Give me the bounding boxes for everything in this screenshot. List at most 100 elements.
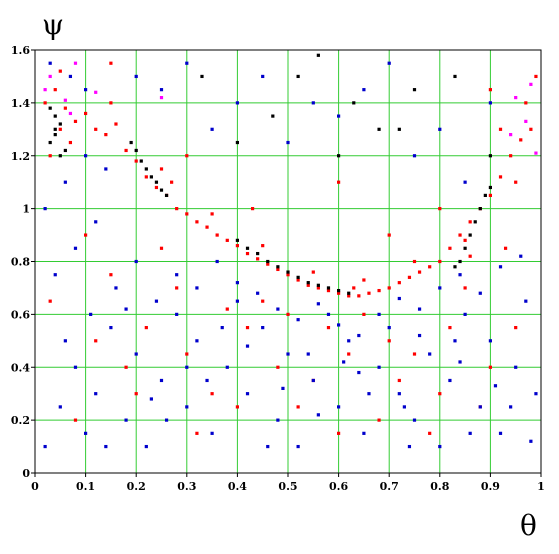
data-point [387,339,391,343]
data-point [48,154,52,158]
data-point [68,140,73,145]
data-point [514,180,518,184]
data-point [225,307,229,311]
data-point [159,88,164,92]
data-point [68,74,73,79]
data-point [109,273,113,277]
series-0 [43,61,538,435]
data-point [139,159,143,163]
data-point [94,127,98,131]
x-tick-label: 1 [537,480,545,493]
data-point [73,418,78,422]
data-point [276,365,280,369]
data-point [306,283,310,287]
data-point [114,122,118,126]
data-point [159,167,164,171]
data-point [53,88,57,92]
data-point [377,288,381,293]
data-point [478,291,482,295]
data-point [84,88,88,92]
data-point [534,392,538,396]
data-point [296,278,300,282]
data-point [387,233,391,237]
data-point [185,405,189,409]
data-point [468,254,472,258]
data-point [220,325,224,330]
y-tick-label: 0.4 [11,361,30,374]
data-point [266,262,270,266]
data-point [362,88,366,92]
data-point [316,283,320,287]
data-point [43,207,47,211]
data-point [316,302,320,306]
data-point [134,159,138,163]
x-tick-label: 0.8 [430,480,449,493]
data-point [109,325,113,330]
series-1 [43,61,538,449]
data-point [407,275,412,279]
data-point [438,127,442,131]
data-point [483,193,487,198]
data-point [235,299,239,303]
data-point [514,95,518,100]
y-tick-label: 1.2 [11,150,30,163]
data-point [453,339,457,343]
data-point [245,325,250,330]
data-point [498,265,503,269]
data-point [326,312,331,316]
data-point [144,175,148,179]
data-point [195,220,199,224]
data-point [261,325,265,330]
data-point [488,154,492,158]
data-point [311,101,315,105]
data-point [53,114,57,118]
data-point [296,275,300,279]
data-point [347,352,351,356]
data-point [261,74,265,79]
data-point [256,291,260,295]
data-point [473,220,477,224]
data-point [225,365,229,369]
y-tick-label: 0.8 [11,256,30,269]
data-point [498,127,503,131]
data-point [286,270,290,274]
data-point [397,392,401,396]
data-point [463,312,467,316]
data-point [534,74,538,79]
data-point [519,138,523,142]
data-point [509,154,513,158]
data-point [154,180,159,184]
data-point [276,267,280,272]
data-point [367,392,371,396]
data-point [337,291,341,295]
data-point [286,273,290,277]
data-point [200,74,204,79]
data-point [205,225,209,229]
data-point [276,418,280,422]
data-point [397,127,401,131]
data-point [347,339,351,343]
data-point [84,154,88,158]
data-point [352,286,356,290]
data-point [478,207,482,211]
data-point [438,444,442,449]
data-point [428,352,432,356]
data-point [245,251,250,256]
data-point [124,365,128,369]
data-point [276,307,280,311]
data-point [337,431,341,435]
y-tick-label: 0.6 [11,308,30,321]
data-point [210,392,214,396]
data-point [463,180,467,184]
data-point [407,444,412,449]
data-point [286,352,290,356]
data-point [159,246,164,250]
data-point [387,286,391,290]
data-point [104,444,108,449]
data-point [458,273,462,277]
data-point [377,127,381,131]
data-point [43,101,47,105]
data-point [529,127,533,131]
data-point [402,405,406,409]
